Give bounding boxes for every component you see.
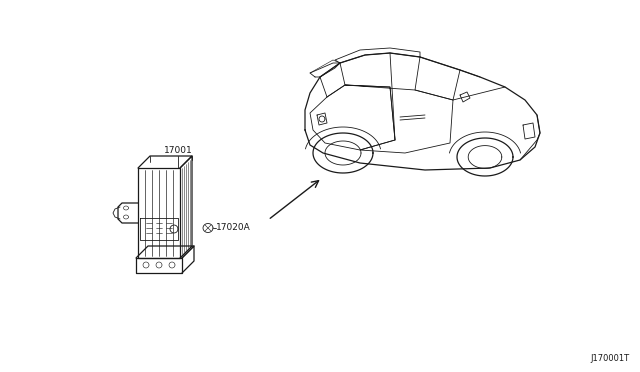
Text: J170001T: J170001T xyxy=(591,354,630,363)
Text: 17001: 17001 xyxy=(164,146,193,155)
Text: 17020A: 17020A xyxy=(216,224,251,232)
